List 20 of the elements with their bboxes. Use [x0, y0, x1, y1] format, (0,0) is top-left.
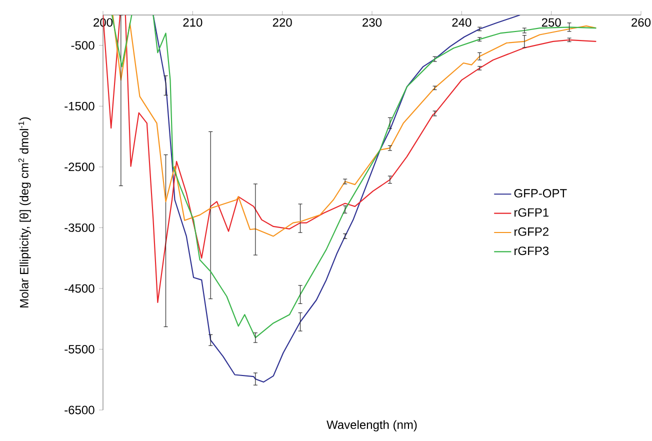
x-tick-label: 250 — [542, 18, 561, 27]
x-tick-label: 230 — [362, 18, 382, 27]
y-axis-title: Molar Ellipticity, [θ] (deg cm$^{2}$ dmol$^{-1}$) — [18, 117, 31, 308]
legend-label: GFP-OPT — [514, 189, 567, 198]
y-tick-label: -1500 — [64, 102, 94, 110]
x-axis-title: Wavelength (nm) — [326, 420, 417, 432]
y-tick-label: -2500 — [64, 162, 94, 172]
y-tick-label: -500 — [71, 41, 94, 50]
y-tick-label: -4500 — [64, 284, 94, 293]
line-series — [112, 15, 597, 237]
y-tick-label: -6500 — [64, 406, 94, 414]
legend-label: rGFP3 — [514, 246, 549, 256]
x-tick-label: 240 — [452, 18, 472, 27]
y-tick-label: -3500 — [64, 223, 94, 232]
legend-label: rGFP1 — [514, 208, 548, 217]
y-tick-label: -5500 — [64, 344, 94, 354]
x-tick-label: 210 — [183, 18, 202, 27]
legend-label: rGFP2 — [514, 227, 548, 236]
x-tick-label: 260 — [632, 18, 651, 27]
x-tick-label: 220 — [272, 18, 292, 27]
